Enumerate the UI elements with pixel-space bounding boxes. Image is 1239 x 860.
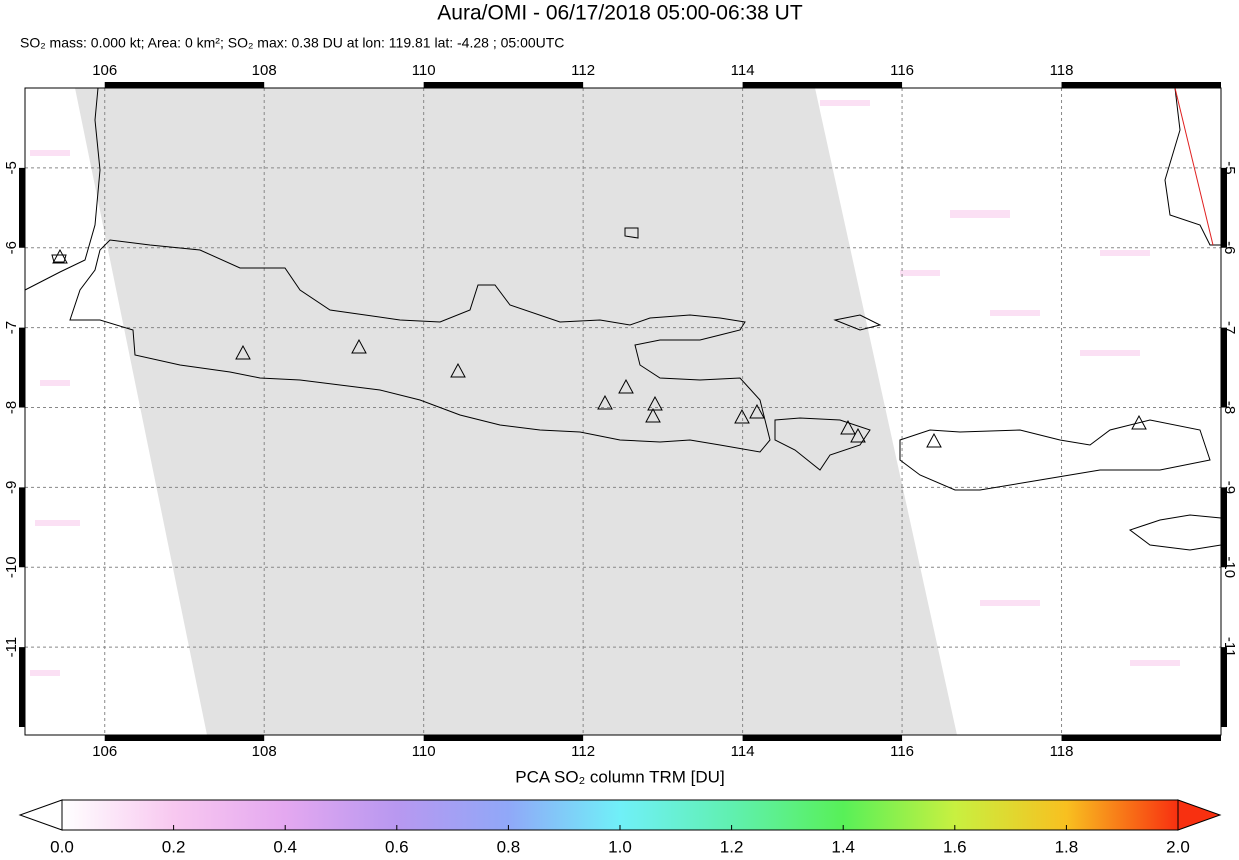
x-tick-label: 112 bbox=[571, 743, 595, 760]
colorbar-tick-label: 1.2 bbox=[720, 837, 744, 855]
border-band bbox=[423, 82, 584, 88]
colorbar-tick-label: 2.0 bbox=[1166, 837, 1190, 855]
orbit-edge bbox=[1174, 87, 1214, 246]
border-band bbox=[423, 735, 584, 741]
colorbar: PCA SO₂ column TRM [DU] 0.0 0.2 0.4 0.6 0.8 1… bbox=[18, 767, 1222, 856]
colorbar-tick-label: 0.0 bbox=[50, 837, 74, 855]
y-tick-label: -7 bbox=[3, 321, 20, 334]
coastlines bbox=[24, 87, 1222, 551]
grid bbox=[25, 88, 1221, 735]
frame bbox=[19, 82, 1227, 741]
y-tick-label: -11 bbox=[1221, 637, 1238, 658]
colorbar-tick-label: 0.6 bbox=[385, 837, 409, 855]
x-tick-label: 110 bbox=[412, 743, 436, 760]
colorbar-under-arrow bbox=[18, 799, 63, 831]
border-band bbox=[1221, 487, 1227, 568]
y-tick-label: -9 bbox=[1221, 481, 1238, 494]
x-tick-label: 108 bbox=[252, 62, 277, 79]
volcanoes bbox=[52, 248, 1147, 448]
border-band bbox=[742, 735, 903, 741]
border-band bbox=[104, 735, 265, 741]
map bbox=[19, 82, 1227, 741]
border-band bbox=[1221, 167, 1227, 248]
x-tick-label: 116 bbox=[890, 743, 914, 760]
x-tick-label: 114 bbox=[731, 743, 755, 760]
border-band bbox=[19, 167, 25, 248]
x-tick-label: 118 bbox=[1050, 62, 1074, 79]
x-tick-label: 106 bbox=[92, 743, 117, 760]
y-tick-label: -11 bbox=[3, 637, 20, 658]
x-tick-label: 116 bbox=[890, 62, 914, 79]
x-tick-label: 106 bbox=[92, 62, 117, 79]
colorbar-tick-label: 0.8 bbox=[497, 837, 521, 855]
border-band bbox=[19, 487, 25, 568]
y-tick-label: -6 bbox=[1221, 241, 1238, 254]
map-frame bbox=[24, 87, 1222, 736]
x-tick-label: 108 bbox=[252, 743, 277, 760]
colorbar-over-arrow bbox=[1177, 799, 1222, 831]
swath-no-data bbox=[75, 88, 957, 735]
border-band bbox=[104, 82, 265, 88]
border-band bbox=[1221, 327, 1227, 408]
colorbar-label: PCA SO₂ column TRM [DU] bbox=[515, 767, 724, 786]
y-tick-label: -8 bbox=[1221, 401, 1238, 414]
border-band bbox=[742, 82, 903, 88]
y-tick-label: -7 bbox=[1221, 321, 1238, 334]
y-tick-label: -6 bbox=[3, 241, 20, 254]
border-band bbox=[1061, 82, 1221, 88]
colorbar-tick-label: 0.4 bbox=[273, 837, 297, 855]
y-tick-label: -9 bbox=[3, 481, 20, 494]
border-band bbox=[19, 327, 25, 408]
y-tick-label: -8 bbox=[3, 401, 20, 414]
x-tick-label: 110 bbox=[412, 62, 436, 79]
x-tick-label: 114 bbox=[731, 62, 755, 79]
y-tick-label: -5 bbox=[1221, 161, 1238, 174]
y-tick-label: -10 bbox=[3, 556, 20, 578]
x-tick-label: 112 bbox=[571, 62, 595, 79]
y-tick-label: -10 bbox=[1221, 556, 1238, 578]
border-band bbox=[1061, 735, 1221, 741]
colorbar-tick-label: 1.6 bbox=[943, 837, 967, 855]
border-band bbox=[19, 647, 25, 728]
chart-title: Aura/OMI - 06/17/2018 05:00-06:38 UT bbox=[437, 2, 803, 25]
chart-subtitle: SO₂ mass: 0.000 kt; Area: 0 km²; SO₂ max… bbox=[20, 35, 564, 51]
x-tick-label: 118 bbox=[1050, 743, 1074, 760]
y-tick-label: -5 bbox=[3, 161, 20, 174]
colorbar-tick-label: 0.2 bbox=[162, 837, 186, 855]
colorbar-tick-label: 1.0 bbox=[608, 837, 632, 855]
colorbar-tick-label: 1.4 bbox=[831, 837, 855, 855]
noise-patches bbox=[30, 100, 1180, 676]
border-band bbox=[1221, 647, 1227, 728]
colorbar-tick-label: 1.8 bbox=[1055, 837, 1079, 855]
